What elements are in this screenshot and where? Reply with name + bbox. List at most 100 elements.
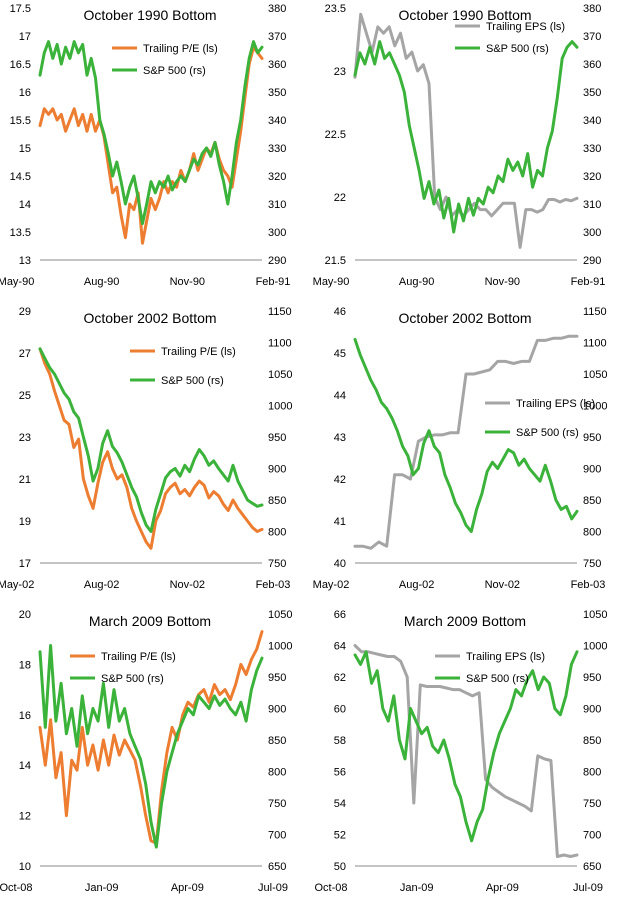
chart-title: October 2002 Bottom [83,310,216,326]
right-tick-label: 750 [583,558,601,570]
left-tick-label: 46 [334,306,346,318]
left-tick-label: 42 [334,474,346,486]
x-tick-label: Nov-90 [485,276,520,288]
right-tick-label: 900 [268,704,286,716]
right-tick-label: 900 [583,704,601,716]
series-line-s-p-500-rs [38,347,264,533]
left-tick-label: 13.5 [10,227,31,239]
right-tick-label: 650 [583,861,601,873]
legend-label: S&P 500 (rs) [516,427,579,439]
right-tick-label: 1050 [583,609,607,621]
chart-panel-1990-eps: 23.5 23 22.5 22 21.5 380 370 360 350 340 330 320 310… [313,0,630,302]
chart-title: October 2002 Bottom [398,310,531,326]
legend-label: Trailing EPS (ls) [516,398,595,410]
right-tick-label: 370 [583,31,601,43]
right-tick-label: 850 [583,735,601,747]
legend-label: S&P 500 (rs) [143,65,206,77]
x-tick-label: Jul-09 [573,882,603,894]
x-tick-label: Aug-90 [84,276,119,288]
x-tick-label: Feb-03 [571,579,606,591]
x-tick-label: May-02 [0,579,34,591]
right-tick-label: 320 [583,171,601,183]
series-line-trailing-eps-ls [353,644,579,858]
left-tick-label: 45 [334,348,346,360]
left-tick-label: 15 [19,143,31,155]
chart-1990-pe: 17.5 17 16.5 16 15.5 15 14.5 14 13.5 13 380 370 360 3… [0,3,290,288]
right-tick-label: 950 [583,672,601,684]
left-tick-label: 21 [19,474,31,486]
series-line-s-p-500-rs [38,40,264,226]
left-tick-label: 29 [19,306,31,318]
left-tick-label: 23.5 [325,3,346,15]
right-tick-label: 750 [583,798,601,810]
x-tick-label: Nov-90 [170,276,205,288]
right-tick-label: 330 [583,143,601,155]
right-tick-label: 330 [268,143,286,155]
right-tick-label: 380 [268,3,286,15]
x-tick-label: May-90 [0,276,34,288]
x-tick-label: Nov-02 [485,579,520,591]
chart-1990-eps: 23.5 23 22.5 22 21.5 380 370 360 350 340 330 320 310… [313,3,606,288]
left-tick-label: 17 [19,558,31,570]
right-tick-label: 650 [268,861,286,873]
chart-title: March 2009 Bottom [404,613,526,629]
left-tick-label: 60 [334,704,346,716]
x-tick-label: Aug-90 [399,276,434,288]
right-tick-label: 340 [268,115,286,127]
right-tick-label: 300 [583,227,601,239]
chart-2009-pe: 20 18 16 14 12 10 1050 1000 950 900 850 800 750 700 65… [0,609,292,894]
right-tick-label: 360 [583,59,601,71]
chart-2002-eps: 46 45 44 43 42 41 40 1150 1100 1050 1000 950 900 850 8… [313,306,608,591]
left-tick-label: 21.5 [325,255,346,267]
x-tick-label: Apr-09 [171,882,204,894]
right-tick-label: 700 [268,830,286,842]
legend-label: S&P 500 (rs) [161,375,224,387]
left-tick-label: 44 [334,390,346,402]
right-tick-label: 1050 [268,369,292,381]
right-tick-label: 800 [268,767,286,779]
right-tick-label: 1000 [583,401,607,413]
right-tick-label: 1150 [583,306,607,318]
left-tick-label: 13 [19,255,31,267]
right-tick-label: 320 [268,171,286,183]
right-tick-label: 850 [583,495,601,507]
left-tick-label: 22 [334,192,346,204]
right-tick-label: 1000 [268,641,292,653]
right-tick-label: 950 [268,672,286,684]
right-tick-label: 850 [268,735,286,747]
left-tick-label: 40 [334,558,346,570]
chart-title: October 1990 Bottom [83,7,216,23]
right-tick-label: 1000 [268,401,292,413]
left-tick-label: 17.5 [10,3,31,15]
left-tick-label: 23 [19,432,31,444]
right-tick-label: 950 [583,432,601,444]
left-tick-label: 16 [19,710,31,722]
right-tick-label: 290 [583,255,601,267]
legend-label: Trailing EPS (ls) [486,21,565,33]
legend-label: Trailing P/E (ls) [143,43,218,55]
left-tick-label: 50 [334,861,346,873]
left-tick-label: 16 [19,87,31,99]
left-tick-label: 14 [19,760,31,772]
right-tick-label: 1050 [268,609,292,621]
right-tick-label: 1000 [583,641,607,653]
x-tick-label: Jul-09 [258,882,288,894]
chart-2009-eps: 66 64 62 60 58 56 54 52 50 1050 1000 950 900 850 800 75… [314,609,607,894]
right-tick-label: 900 [268,464,286,476]
x-tick-label: May-02 [313,579,350,591]
right-tick-label: 310 [268,199,286,211]
left-tick-label: 64 [334,641,346,653]
x-tick-label: Feb-91 [571,276,606,288]
x-tick-label: Oct-08 [314,882,347,894]
series-line-trailing-eps-ls [353,334,579,550]
right-tick-label: 1050 [583,369,607,381]
right-tick-label: 1100 [583,338,607,350]
left-tick-label: 14 [19,199,31,211]
left-tick-label: 14.5 [10,171,31,183]
left-tick-label: 66 [334,609,346,621]
right-tick-label: 750 [268,558,286,570]
legend-label: Trailing EPS (ls) [466,651,545,663]
left-tick-label: 23 [334,66,346,78]
right-tick-label: 290 [268,255,286,267]
series-line-s-p-500-rs [353,650,579,843]
